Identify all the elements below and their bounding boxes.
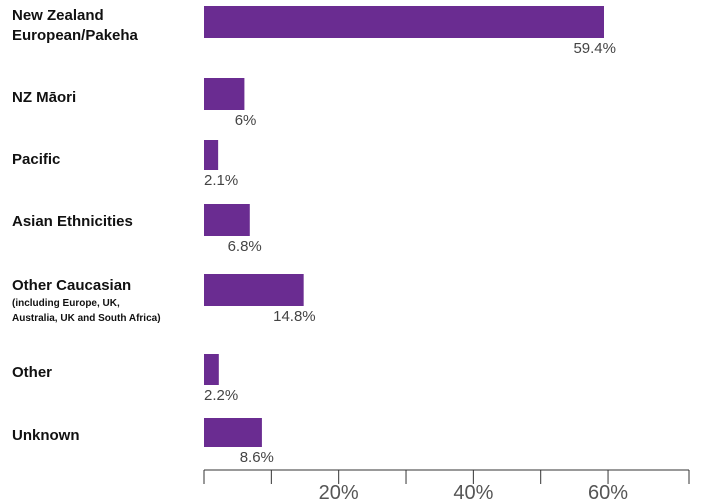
data-label-5: 2.2% (204, 387, 238, 404)
category-label-1: NZ Māori (12, 89, 77, 106)
data-label-1: 6% (235, 112, 257, 129)
bar-0 (204, 6, 604, 38)
bar-3 (204, 204, 250, 236)
category-label-4: Other Caucasian (including Europe, UK, Aus… (12, 277, 161, 324)
category-label-5: Other (12, 364, 53, 381)
data-label-3: 6.8% (228, 238, 262, 255)
data-label-4: 14.8% (273, 308, 316, 325)
bar-1 (204, 78, 245, 110)
data-label-6: 8.6% (240, 449, 274, 466)
x-tick-label-20: 20% (319, 482, 359, 504)
category-label-2: Pacific (12, 151, 61, 168)
bar-2 (204, 140, 219, 170)
bar-4 (204, 274, 304, 306)
bar-5 (204, 354, 219, 385)
data-label-2: 2.1% (204, 172, 238, 189)
x-tick-label-40: 40% (453, 482, 493, 504)
bar-6 (204, 418, 262, 447)
x-tick-label-60: 60% (588, 482, 628, 504)
category-label-3: Asian Ethnicities (12, 213, 133, 230)
data-label-0: 59.4% (573, 40, 616, 57)
category-label-6: Unknown (12, 427, 80, 444)
category-label-0: New Zealand European/Pakeha (12, 7, 138, 44)
